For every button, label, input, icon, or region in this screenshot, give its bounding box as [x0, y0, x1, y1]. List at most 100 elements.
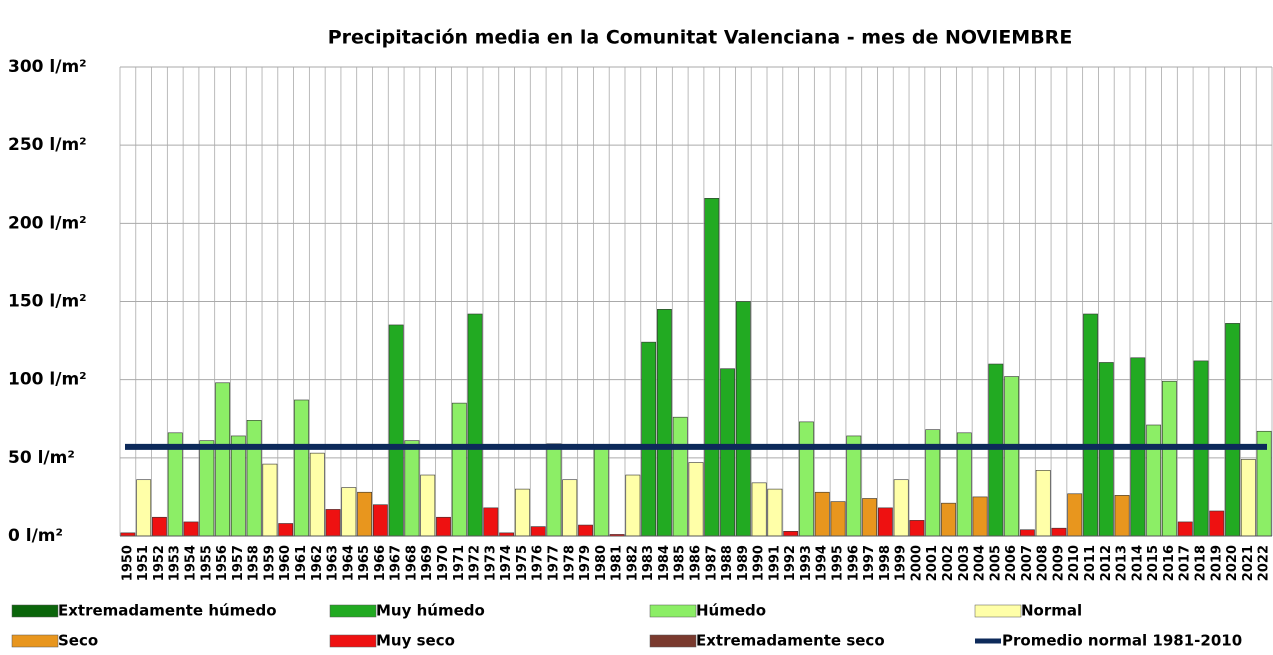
bar [799, 421, 814, 537]
bar [1051, 527, 1067, 537]
bar [593, 446, 609, 537]
x-tick-label: 1960 [278, 545, 293, 581]
bar [988, 363, 1004, 537]
bar [215, 382, 230, 537]
x-tick-label: 1964 [341, 545, 356, 581]
x-tick-label: 1989 [736, 545, 751, 581]
legend-swatch [11, 604, 59, 618]
x-tick-label: 2003 [957, 545, 972, 581]
bar [451, 402, 467, 537]
x-tick-label: 2007 [1020, 545, 1035, 581]
x-tick-label: 2002 [941, 545, 956, 581]
y-tick-label: 100 l/m² [8, 370, 87, 390]
x-tick-label: 1970 [436, 545, 451, 581]
bar [814, 491, 830, 537]
legend-swatch [649, 604, 697, 618]
bar [562, 479, 578, 537]
x-tick-label: 1951 [136, 545, 151, 581]
x-tick-label: 1993 [799, 545, 814, 581]
bar [720, 368, 735, 537]
bar [1209, 510, 1225, 537]
bar [909, 520, 925, 537]
x-tick-label: 1999 [894, 545, 909, 581]
bar [941, 502, 956, 537]
x-tick-label: 2009 [1051, 545, 1066, 581]
x-tick-label: 2018 [1193, 545, 1208, 581]
bar [152, 516, 167, 537]
x-tick-label: 1975 [515, 545, 530, 581]
bar [325, 509, 341, 537]
x-tick-label: 1996 [846, 545, 861, 581]
bar [467, 313, 483, 537]
x-tick-label: 1979 [578, 545, 593, 581]
x-tick-label: 2021 [1241, 545, 1256, 581]
chart-title: Precipitación media en la Comunitat Vale… [328, 27, 1073, 49]
x-tick-label: 2016 [1162, 545, 1177, 581]
bar [357, 491, 373, 537]
bar [309, 452, 325, 537]
x-tick-label: 1968 [404, 545, 419, 581]
x-tick-label: 1956 [215, 545, 230, 581]
bar [278, 523, 294, 537]
x-tick-label: 1978 [562, 545, 577, 581]
legend-label: Muy seco [376, 632, 455, 650]
x-tick-label: 1985 [673, 545, 688, 581]
bar [262, 463, 278, 537]
bar [372, 504, 388, 537]
bar [1004, 376, 1020, 537]
x-tick-label: 1966 [373, 545, 388, 581]
x-tick-label: 2012 [1099, 545, 1114, 581]
bar [657, 309, 672, 537]
x-tick-label: 1976 [531, 545, 546, 581]
bar [1035, 470, 1051, 537]
x-tick-label: 1987 [704, 545, 719, 581]
bar [515, 488, 530, 537]
bar [420, 474, 436, 537]
y-tick-label: 50 l/m² [8, 448, 75, 468]
bar [1067, 493, 1083, 537]
x-tick-label: 1998 [878, 545, 893, 581]
bar [230, 435, 246, 537]
bar [846, 435, 862, 537]
x-tick-label: 2015 [1146, 545, 1161, 581]
bar [1083, 313, 1098, 537]
bar [483, 507, 499, 537]
legend-label: Extremadamente seco [696, 632, 885, 650]
bar [877, 507, 893, 537]
x-tick-label: 1986 [689, 545, 704, 581]
legend-swatch [974, 604, 1022, 618]
x-tick-label: 2006 [1004, 545, 1019, 581]
legend-swatch [11, 634, 59, 648]
bar [862, 498, 877, 537]
x-tick-label: 1988 [720, 545, 735, 581]
x-tick-label: 1958 [247, 545, 262, 581]
x-tick-label: 1961 [294, 545, 309, 581]
bar [688, 462, 704, 537]
legend-swatch [329, 604, 377, 618]
bar [972, 496, 988, 537]
bar [893, 479, 909, 537]
x-tick-label: 1994 [815, 545, 830, 581]
x-tick-label: 2017 [1178, 545, 1193, 581]
x-tick-label: 1992 [783, 545, 798, 581]
x-tick-label: 1967 [389, 545, 404, 581]
x-tick-label: 1957 [231, 545, 246, 581]
x-tick-label: 1990 [752, 545, 767, 581]
x-tick-label: 1965 [357, 545, 372, 581]
bar [1177, 521, 1193, 537]
x-tick-label: 2010 [1067, 545, 1082, 581]
x-tick-label: 1995 [831, 545, 846, 581]
x-tick-label: 1953 [168, 545, 183, 581]
bar [199, 440, 215, 537]
bar [767, 488, 783, 537]
y-tick-label: 150 l/m² [8, 292, 87, 312]
bar [1225, 323, 1240, 537]
x-tick-label: 2022 [1257, 545, 1272, 581]
x-tick-label: 1980 [594, 545, 609, 581]
legend-swatch [329, 634, 377, 648]
x-tick-label: 1974 [499, 545, 514, 581]
x-tick-label: 2013 [1115, 545, 1130, 581]
bar [1019, 529, 1035, 537]
bar [783, 531, 799, 537]
